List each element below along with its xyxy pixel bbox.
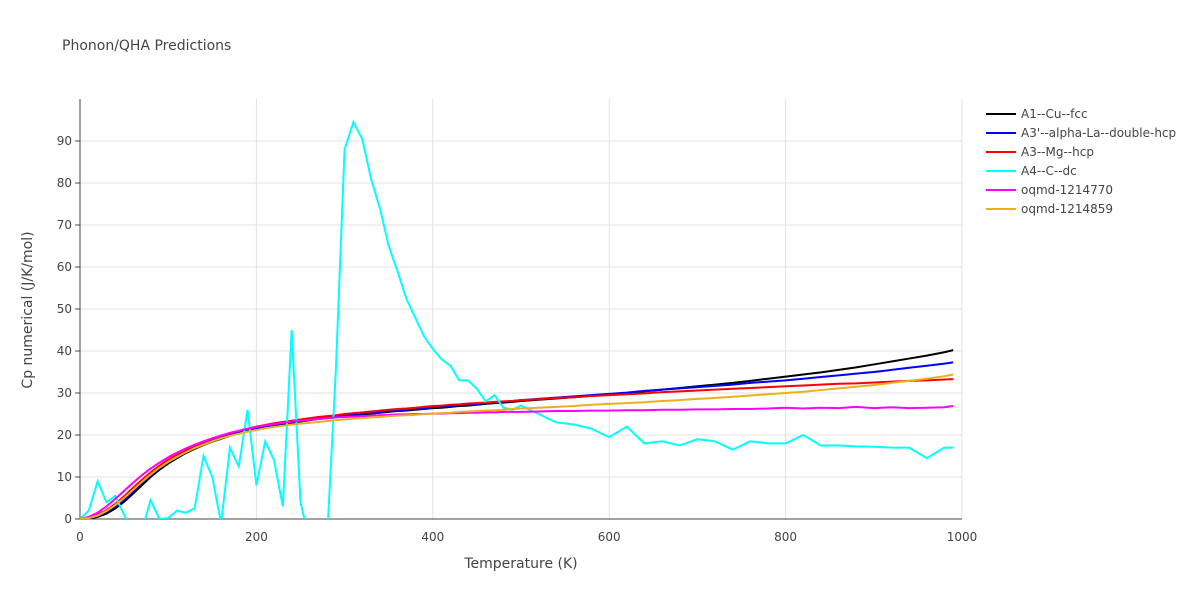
y-tick-label: 50: [57, 302, 72, 316]
y-tick-label: 40: [57, 344, 72, 358]
x-tick-label: 800: [774, 530, 797, 544]
data-line: [80, 119, 954, 519]
legend-label: oqmd-1214770: [1021, 183, 1113, 197]
y-tick-label: 10: [57, 470, 72, 484]
data-line: [80, 378, 954, 519]
data-line: [80, 373, 954, 519]
y-axis-title: Cp numerical (J/K/mol): [20, 231, 36, 388]
y-tick-label: 70: [57, 218, 72, 232]
y-tick-label: 90: [57, 134, 72, 148]
x-tick-label: 400: [421, 530, 444, 544]
legend-label: A4--C--dc: [1021, 164, 1077, 178]
y-tick-label: 0: [64, 512, 72, 526]
legend-label: A3'--alpha-La--double-hcp: [1021, 126, 1176, 140]
x-tick-label: 1000: [947, 530, 978, 544]
y-tick-label: 20: [57, 428, 72, 442]
legend-label: oqmd-1214859: [1021, 202, 1113, 216]
legend-label: A1--Cu--fcc: [1021, 107, 1088, 121]
data-line: [80, 405, 954, 519]
y-tick-label: 30: [57, 386, 72, 400]
y-tick-label: 60: [57, 260, 72, 274]
x-axis-title: Temperature (K): [463, 556, 577, 572]
x-tick-label: 0: [76, 530, 84, 544]
x-tick-label: 600: [598, 530, 621, 544]
y-tick-label: 80: [57, 176, 72, 190]
x-tick-label: 200: [245, 530, 268, 544]
plot-area: [80, 119, 954, 519]
data-line: [80, 361, 954, 519]
legend-label: A3--Mg--hcp: [1021, 145, 1094, 159]
chart-title: Phonon/QHA Predictions: [62, 38, 231, 54]
